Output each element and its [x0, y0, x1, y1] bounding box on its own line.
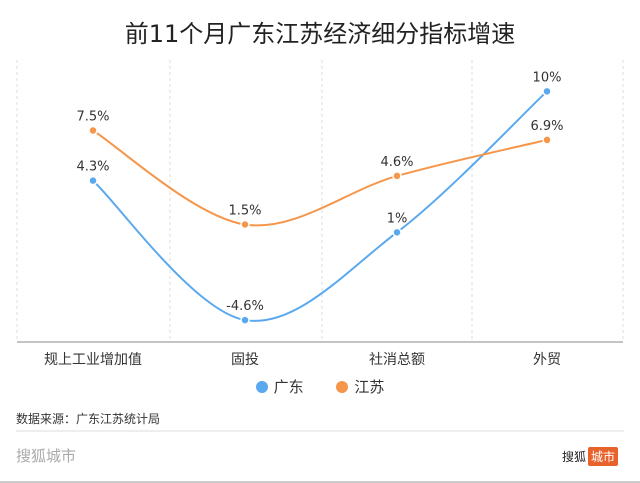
legend: 广东 江苏	[0, 376, 640, 397]
data-source: 数据来源：广东江苏统计局	[16, 412, 161, 426]
data-point	[392, 171, 402, 181]
logo-tag: 城市	[587, 447, 618, 466]
data-label: 4.3%	[76, 160, 109, 175]
data-point	[240, 219, 250, 230]
legend-item-jiangsu[interactable]: 江苏	[336, 376, 384, 397]
data-point	[542, 86, 552, 97]
data-label: 1%	[387, 211, 408, 226]
data-point	[240, 315, 250, 325]
x-tick-label: 规上工业增加值	[44, 352, 142, 368]
series-line-广东	[92, 90, 548, 322]
legend-label: 江苏	[354, 378, 385, 396]
data-point	[542, 135, 552, 145]
line-chart: 规上工业增加值 固投 社消总额 外贸 4.3% -4.6% 1% 10% 7.5% 1.5% 4.6…	[16, 60, 624, 368]
legend-marker	[255, 380, 268, 393]
data-label: 6.9%	[530, 119, 563, 134]
data-point	[88, 175, 98, 186]
x-tick-label: 固投	[231, 352, 259, 368]
data-point	[88, 125, 98, 136]
data-label: 4.6%	[380, 155, 413, 170]
legend-item-guangdong[interactable]: 广东	[255, 376, 304, 397]
series-line-江苏	[92, 129, 548, 227]
data-label: 7.5%	[76, 110, 109, 125]
x-tick-label: 外贸	[533, 352, 561, 368]
x-tick-label: 社消总额	[369, 352, 425, 368]
chart-title: 前11个月广东江苏经济细分指标增速	[124, 20, 516, 48]
legend-label: 广东	[273, 378, 304, 396]
data-label: 1.5%	[228, 204, 261, 219]
logo: 搜狐 城市	[562, 447, 618, 466]
data-label: -4.6%	[226, 299, 264, 314]
legend-marker	[336, 380, 349, 393]
data-label: 10%	[533, 70, 562, 85]
logo-text: 搜狐	[561, 450, 586, 464]
divider	[16, 430, 624, 432]
divider	[0, 481, 640, 483]
brand-text: 搜狐城市	[16, 447, 77, 465]
data-point	[392, 227, 402, 238]
